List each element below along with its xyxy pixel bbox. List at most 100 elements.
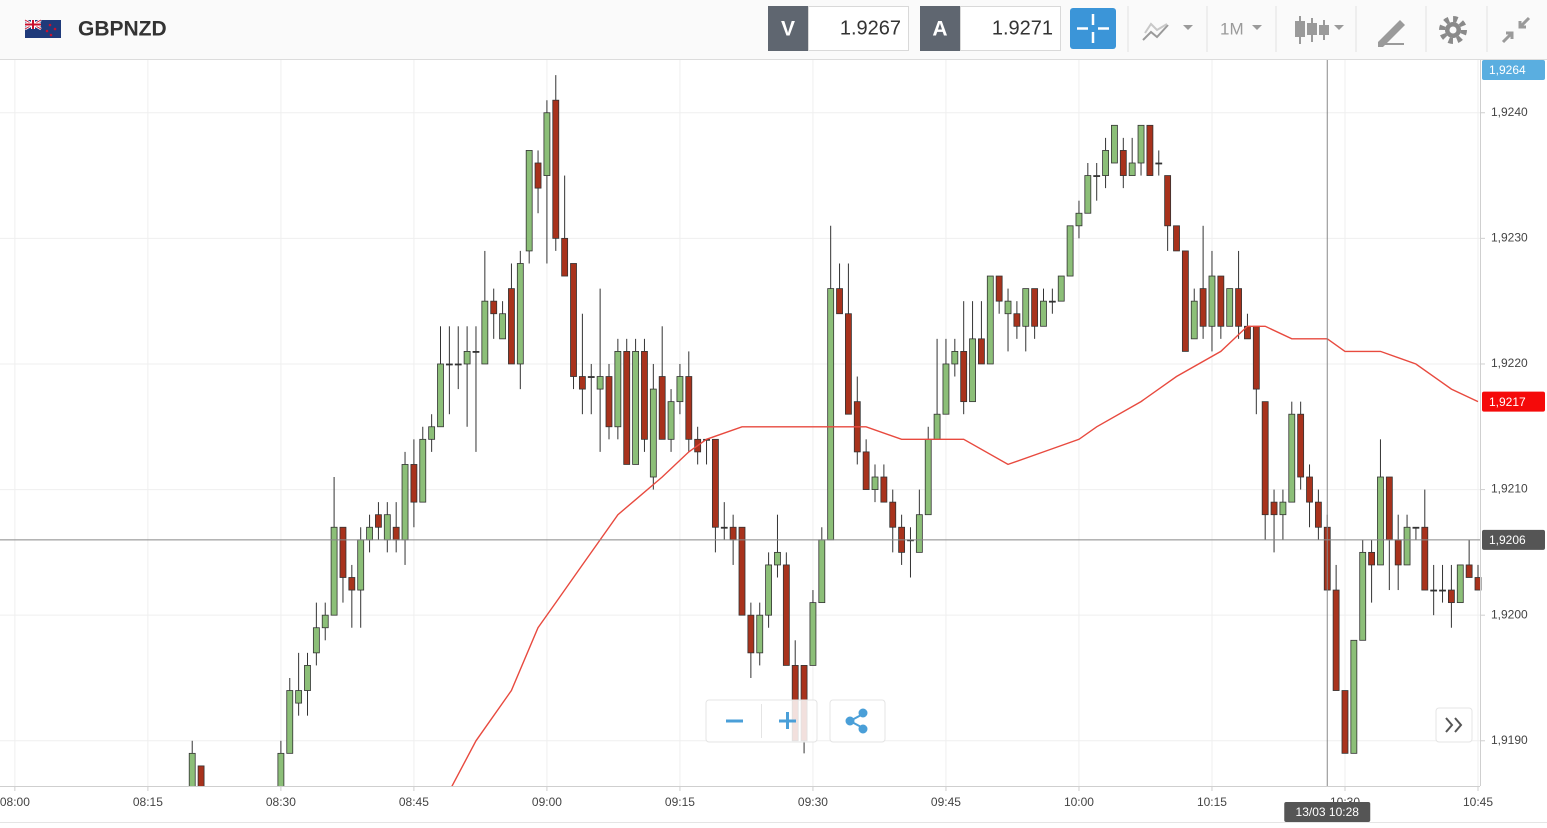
candle-body	[375, 514, 382, 528]
sell-price: 1.9267	[840, 17, 901, 39]
candle-body	[1252, 325, 1260, 390]
candle-body	[570, 263, 577, 377]
candle-body	[880, 476, 888, 503]
x-tick-label: 09:30	[798, 795, 828, 809]
crosshair-price-label: 1,9206	[1489, 533, 1526, 547]
candle-body	[1261, 401, 1269, 516]
candle-body	[490, 300, 498, 315]
buy-button[interactable]: A 1.9271	[920, 6, 1061, 51]
candle-body	[1199, 288, 1207, 327]
candle-body	[348, 577, 356, 591]
candle-body	[1359, 551, 1367, 641]
buy-price: 1.9271	[992, 17, 1053, 39]
candle-body	[1075, 212, 1083, 227]
timeframe[interactable]: 1M	[1220, 19, 1244, 38]
candle-body	[508, 288, 515, 365]
candle-body	[667, 401, 675, 440]
candle-body	[960, 351, 968, 403]
candle-body	[1235, 288, 1242, 327]
candle-body	[845, 313, 852, 415]
candle-body	[676, 376, 684, 403]
candle-body	[1004, 300, 1012, 315]
candle-body	[277, 752, 285, 786]
collapse-button[interactable]	[1501, 16, 1531, 44]
candle-body	[1439, 589, 1446, 592]
candle-body	[410, 464, 418, 503]
candle-body	[383, 514, 391, 541]
crosshair-button[interactable]	[1070, 8, 1116, 49]
candle-body	[1226, 288, 1234, 327]
candle-body	[339, 526, 347, 578]
crosshair-time-box	[1284, 802, 1371, 822]
flag	[24, 18, 61, 38]
share-icon[interactable]	[845, 708, 868, 734]
candle-body	[995, 275, 1003, 302]
chart-type-button[interactable]	[1142, 22, 1193, 41]
moving-average-line	[451, 325, 1479, 786]
candle-body	[1217, 275, 1225, 327]
x-tick-label: 08:00	[0, 795, 30, 809]
candle-body	[357, 539, 365, 591]
candle-body	[1421, 526, 1429, 591]
candle-body	[1164, 175, 1172, 227]
candle-body	[472, 351, 480, 353]
candle-body	[924, 438, 932, 516]
candle-body	[1084, 175, 1092, 214]
sell-box[interactable]	[808, 6, 909, 51]
y-tick-label: 1,9190	[1491, 733, 1528, 747]
candle-type-button[interactable]	[1295, 16, 1344, 44]
x-tick-label: 10:45	[1463, 795, 1493, 809]
candle-body	[304, 665, 311, 691]
sell-button[interactable]: V 1.9267	[768, 6, 909, 51]
candle-body	[809, 602, 817, 666]
crosshair-price-label-box	[1482, 529, 1545, 550]
candle-body	[1190, 300, 1198, 340]
candle-body	[649, 388, 657, 478]
buy-label: A	[932, 18, 947, 41]
candle-body	[445, 363, 453, 366]
buy-box[interactable]	[960, 6, 1061, 51]
line-price-label-box	[1482, 391, 1545, 412]
candle-body	[986, 275, 994, 365]
candle-body	[1102, 150, 1109, 176]
zoom-in[interactable]	[779, 712, 796, 729]
candle-body	[295, 690, 303, 704]
candle-body	[862, 451, 870, 490]
candle-body	[1270, 501, 1278, 516]
candle-body	[1040, 300, 1047, 327]
share-button[interactable]	[829, 699, 886, 743]
candle-body	[516, 263, 524, 365]
sell-tag[interactable]	[768, 6, 808, 51]
candle-body	[578, 376, 586, 390]
candle-body	[1288, 413, 1296, 503]
x-tick-label: 08:30	[266, 795, 296, 809]
scroll-right-button[interactable]	[1435, 707, 1473, 743]
candle-body	[1368, 551, 1375, 566]
candle-body	[827, 288, 835, 541]
x-tick-label: 09:15	[665, 795, 695, 809]
scroll-right-icon[interactable]	[1445, 717, 1463, 733]
timeframe-caret[interactable]	[1252, 25, 1262, 30]
candle-body	[1314, 501, 1322, 528]
y-tick-label: 1,9210	[1491, 482, 1528, 496]
candle-body	[286, 690, 294, 754]
candle-body	[1403, 526, 1411, 566]
candle-body	[1412, 526, 1420, 529]
price-labels: 1,9264 1,9217 1,9206 13/03 10:28	[1284, 60, 1545, 822]
zoom-controls	[705, 699, 1473, 743]
x-tick-label: 10:00	[1064, 795, 1094, 809]
candle-body	[1057, 275, 1065, 302]
candle-body	[756, 614, 764, 654]
draw-button[interactable]	[1378, 20, 1405, 47]
buy-tag[interactable]	[920, 6, 960, 51]
settings-button[interactable]	[1439, 16, 1467, 44]
candle-body	[933, 413, 941, 440]
x-tick-label: 08:15	[133, 795, 163, 809]
candle-body	[1173, 225, 1180, 252]
candle-body	[1332, 589, 1340, 691]
candle-body	[951, 351, 959, 365]
candle-body	[534, 162, 542, 189]
y-tick-label: 1,9200	[1491, 607, 1528, 621]
candle-body	[1128, 162, 1136, 176]
